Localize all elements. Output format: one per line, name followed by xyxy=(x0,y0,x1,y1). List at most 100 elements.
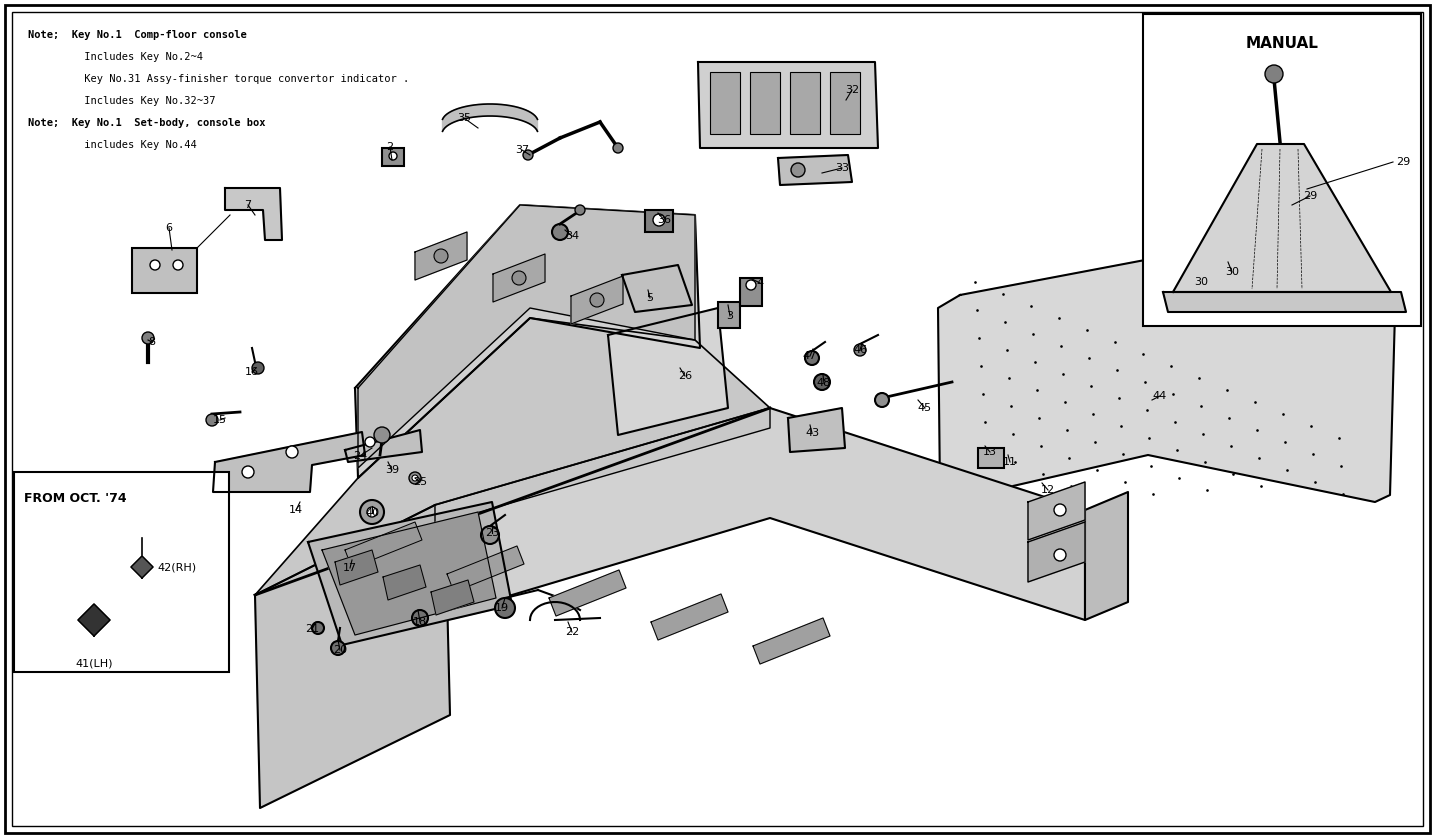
Text: 42(RH): 42(RH) xyxy=(156,562,197,572)
Bar xyxy=(644,210,673,232)
Polygon shape xyxy=(938,260,1395,502)
Polygon shape xyxy=(77,604,110,636)
Text: 44: 44 xyxy=(1152,391,1167,401)
Text: Note;  Key No.1  Comp-floor console: Note; Key No.1 Comp-floor console xyxy=(29,30,247,40)
Circle shape xyxy=(243,466,254,478)
Polygon shape xyxy=(550,570,626,616)
Polygon shape xyxy=(344,522,422,568)
Polygon shape xyxy=(571,276,623,324)
Circle shape xyxy=(746,280,756,290)
Text: 35: 35 xyxy=(456,113,471,123)
Bar xyxy=(751,72,781,134)
Polygon shape xyxy=(1027,482,1085,540)
Text: Includes Key No.2~4: Includes Key No.2~4 xyxy=(29,52,202,62)
Polygon shape xyxy=(309,502,512,645)
Circle shape xyxy=(412,475,418,481)
Circle shape xyxy=(412,610,428,626)
Circle shape xyxy=(1266,65,1283,83)
Circle shape xyxy=(433,249,448,263)
Polygon shape xyxy=(778,155,852,185)
Text: 33: 33 xyxy=(835,163,850,173)
Text: 15: 15 xyxy=(212,415,227,425)
Bar xyxy=(829,72,860,134)
Circle shape xyxy=(854,344,865,356)
Polygon shape xyxy=(621,265,692,312)
Polygon shape xyxy=(415,232,466,280)
Polygon shape xyxy=(430,580,474,615)
Text: 24: 24 xyxy=(353,451,367,461)
Polygon shape xyxy=(435,408,771,525)
Circle shape xyxy=(409,472,420,484)
Text: 40: 40 xyxy=(364,508,379,518)
Circle shape xyxy=(805,351,819,365)
Polygon shape xyxy=(446,546,524,592)
Text: 39: 39 xyxy=(385,465,399,475)
Text: 25: 25 xyxy=(413,477,428,487)
Circle shape xyxy=(174,260,184,270)
Circle shape xyxy=(814,374,829,390)
Circle shape xyxy=(375,427,390,443)
Circle shape xyxy=(590,293,604,307)
Circle shape xyxy=(1053,504,1066,516)
Polygon shape xyxy=(435,408,1085,620)
Circle shape xyxy=(512,271,527,285)
Text: 21: 21 xyxy=(304,624,319,634)
Circle shape xyxy=(360,500,385,524)
Text: 13: 13 xyxy=(983,447,997,457)
Polygon shape xyxy=(321,512,497,635)
Text: 3: 3 xyxy=(726,311,733,321)
Text: 30: 30 xyxy=(1194,277,1208,287)
Text: 5: 5 xyxy=(647,293,653,303)
Polygon shape xyxy=(344,430,422,462)
Circle shape xyxy=(552,224,568,240)
Circle shape xyxy=(875,393,890,407)
Text: 6: 6 xyxy=(165,223,172,233)
Circle shape xyxy=(653,214,664,226)
Bar xyxy=(382,148,405,166)
Text: 26: 26 xyxy=(677,371,692,381)
Text: 37: 37 xyxy=(515,145,530,155)
Text: 29: 29 xyxy=(1396,157,1411,167)
Text: 16: 16 xyxy=(245,367,258,377)
Text: includes Key No.44: includes Key No.44 xyxy=(29,140,197,150)
Text: 22: 22 xyxy=(565,627,580,637)
Polygon shape xyxy=(1027,522,1085,582)
Bar xyxy=(979,448,1004,468)
Polygon shape xyxy=(1085,492,1128,620)
Polygon shape xyxy=(354,205,700,478)
Text: Key No.31 Assy-finisher torque convertor indicator .: Key No.31 Assy-finisher torque convertor… xyxy=(29,74,409,84)
Text: 30: 30 xyxy=(1225,267,1238,277)
Circle shape xyxy=(481,526,499,544)
Polygon shape xyxy=(212,432,364,492)
Text: 14: 14 xyxy=(288,505,303,515)
Bar xyxy=(132,248,197,293)
Polygon shape xyxy=(1162,292,1406,312)
Text: 23: 23 xyxy=(485,528,499,538)
Circle shape xyxy=(389,152,397,160)
Polygon shape xyxy=(494,254,545,302)
Text: 46: 46 xyxy=(852,345,867,355)
Circle shape xyxy=(613,143,623,153)
Text: 12: 12 xyxy=(1040,485,1055,495)
Polygon shape xyxy=(608,308,728,435)
Text: 19: 19 xyxy=(495,603,509,613)
Bar xyxy=(718,302,740,328)
Polygon shape xyxy=(255,505,451,808)
Polygon shape xyxy=(334,550,377,585)
Text: 47: 47 xyxy=(802,351,817,361)
Circle shape xyxy=(311,622,324,634)
Text: 20: 20 xyxy=(333,645,347,655)
Text: 36: 36 xyxy=(657,215,672,225)
Text: 7: 7 xyxy=(244,200,251,210)
Circle shape xyxy=(331,641,344,655)
Circle shape xyxy=(253,362,264,374)
Text: 45: 45 xyxy=(918,403,933,413)
Polygon shape xyxy=(753,618,829,664)
Polygon shape xyxy=(255,318,771,595)
Text: MANUAL: MANUAL xyxy=(1246,36,1319,51)
Text: 29: 29 xyxy=(1303,191,1317,201)
Text: Note;  Key No.1  Set-body, console box: Note; Key No.1 Set-body, console box xyxy=(29,118,265,128)
Polygon shape xyxy=(651,594,728,640)
Circle shape xyxy=(364,437,375,447)
Text: 8: 8 xyxy=(148,337,155,347)
